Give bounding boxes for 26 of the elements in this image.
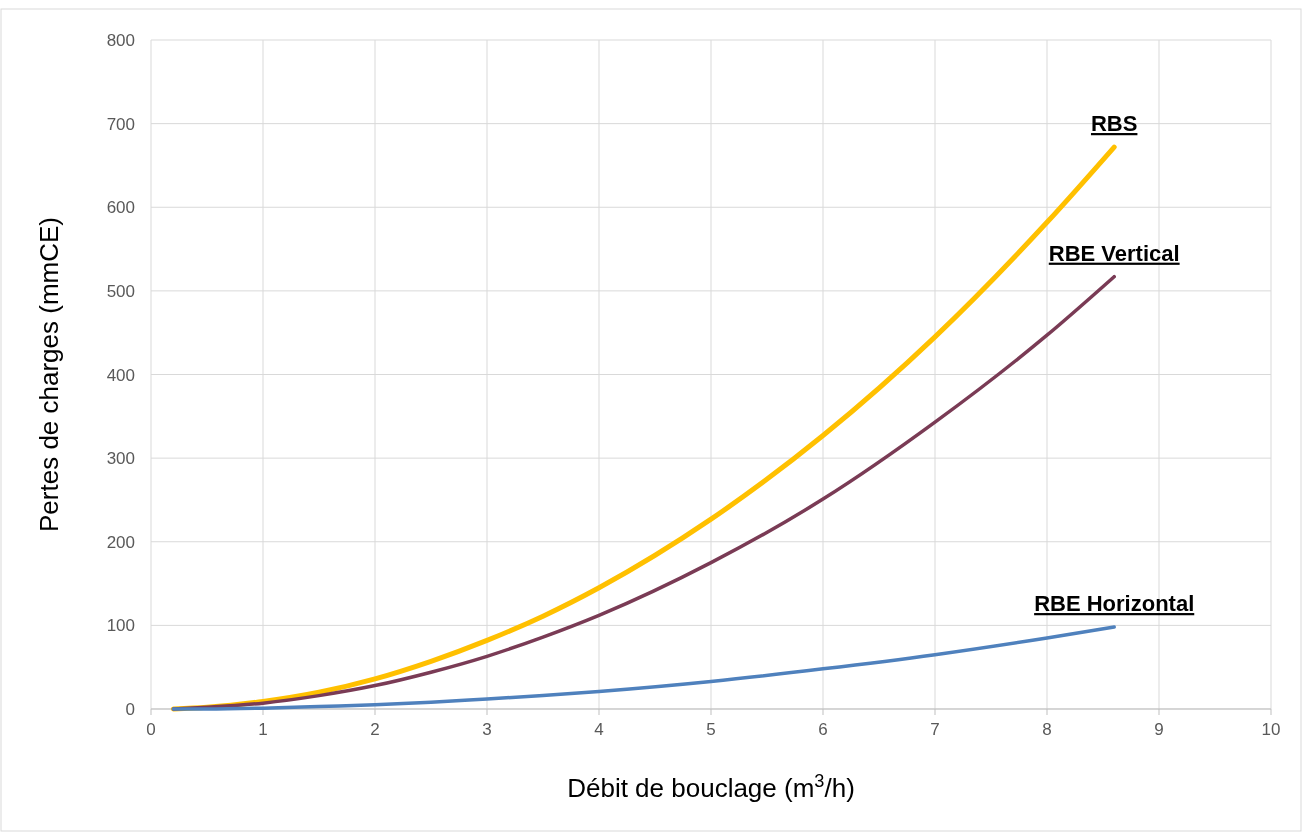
y-tick-label: 800 — [106, 31, 135, 50]
x-tick-label: 4 — [594, 720, 604, 739]
x-tick-label: 0 — [146, 720, 156, 739]
y-tick-label: 600 — [106, 198, 135, 218]
x-tick-label: 10 — [1261, 720, 1281, 739]
x-tick-label: 9 — [1154, 720, 1164, 739]
x-tick-label: 1 — [258, 720, 268, 739]
x-tick-label: 6 — [818, 720, 828, 739]
line-series — [171, 625, 1116, 711]
series-label: RBE Horizontal — [1034, 591, 1195, 617]
y-tick-label: 100 — [106, 616, 135, 636]
y-tick-label: 700 — [106, 114, 135, 134]
x-tick-label: 3 — [482, 720, 492, 739]
y-axis-title: Pertes de charges (mmCE) — [34, 217, 64, 532]
series-label: RBS — [1090, 111, 1138, 137]
x-axis-title: Débit de bouclage (m$^{3}$/h) — [567, 771, 855, 803]
y-tick-label: 500 — [106, 281, 135, 301]
y-tick-label: 0 — [125, 700, 135, 719]
y-tick-label: 400 — [106, 365, 135, 385]
x-tick-label: 2 — [370, 720, 380, 739]
x-tick-label: 8 — [1042, 720, 1052, 739]
x-tick-label: 5 — [706, 720, 716, 739]
x-tick-label: 7 — [930, 720, 940, 739]
series-label: RBE Vertical — [1048, 240, 1180, 266]
y-tick-label: 300 — [106, 449, 135, 469]
y-tick-label: 200 — [106, 532, 135, 552]
